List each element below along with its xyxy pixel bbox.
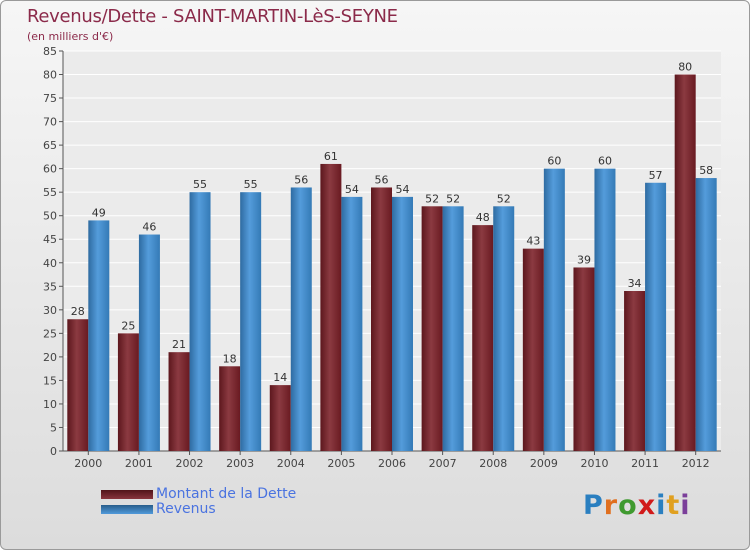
y-tick-label: 75 [43,92,57,105]
data-label-revenus: 52 [446,192,460,205]
data-label-revenus: 52 [497,192,511,205]
data-label-revenus: 55 [244,178,258,191]
data-label-dette: 80 [678,61,692,74]
y-tick-label: 10 [43,398,57,411]
bar-revenus [138,234,160,451]
bar-dette [674,74,696,451]
data-label-revenus: 54 [345,183,359,196]
bar-revenus [240,192,262,452]
data-label-dette: 25 [121,319,135,332]
data-label-dette: 34 [628,277,642,290]
data-label-dette: 18 [223,352,237,365]
x-tick-label: 2007 [429,457,457,470]
x-tick-label: 2011 [631,457,659,470]
data-label-revenus: 60 [547,155,561,168]
y-tick-label: 35 [43,280,57,293]
x-tick-label: 2009 [530,457,558,470]
y-tick-label: 15 [43,374,57,387]
bar-revenus [493,206,515,451]
bar-dette [269,385,291,451]
y-tick-label: 20 [43,351,57,364]
bar-revenus [442,206,464,451]
y-tick-label: 30 [43,304,57,317]
data-label-revenus: 56 [294,173,308,186]
bar-revenus [290,187,312,451]
data-label-dette: 28 [71,305,85,318]
data-label-dette: 14 [273,371,287,384]
proxiti-logo: Proxiti [583,490,691,521]
legend-label-revenus: Revenus [156,501,216,517]
data-label-revenus: 46 [142,221,156,234]
y-tick-label: 65 [43,139,57,152]
bar-revenus [189,192,211,452]
x-tick-label: 2004 [277,457,305,470]
x-tick-label: 2012 [682,457,710,470]
bar-dette [117,333,139,451]
bar-dette [522,248,544,451]
y-tick-label: 25 [43,327,57,340]
x-tick-label: 2010 [580,457,608,470]
data-label-revenus: 55 [193,178,207,191]
y-tick-label: 80 [43,69,57,82]
data-label-dette: 39 [577,253,591,266]
bar-dette [219,366,241,451]
x-tick-label: 2001 [125,457,153,470]
legend-swatch-dette [101,490,153,499]
bar-dette [371,187,392,451]
bar-revenus [543,168,565,451]
y-tick-label: 85 [43,45,57,58]
x-tick-label: 2002 [176,457,204,470]
y-tick-label: 70 [43,116,57,129]
chart-title: Revenus/Dette - SAINT-MARTIN-LèS-SEYNE [27,6,398,27]
data-label-revenus: 58 [699,164,713,177]
bar-dette [168,352,190,451]
data-label-dette: 52 [425,192,439,205]
y-tick-label: 50 [43,210,57,223]
y-tick-label: 55 [43,186,57,199]
bar-revenus [695,178,717,451]
data-label-dette: 21 [172,338,186,351]
data-label-dette: 61 [324,150,338,163]
data-label-revenus: 54 [396,183,410,196]
data-label-dette: 43 [526,235,540,248]
bar-dette [421,206,443,451]
bar-dette [320,163,342,452]
legend-label-dette: Montant de la Dette [156,486,297,502]
x-tick-label: 2000 [74,457,102,470]
bar-dette [67,319,89,451]
y-tick-label: 60 [43,163,57,176]
y-tick-label: 0 [50,445,57,458]
bar-revenus [645,182,667,451]
data-label-revenus: 60 [598,155,612,168]
bar-dette [573,267,595,451]
legend-swatch-revenus [101,505,153,514]
bar-dette [624,291,646,451]
x-tick-label: 2006 [378,457,406,470]
bar-revenus [594,168,616,451]
y-tick-label: 40 [43,257,57,270]
bar-dette [472,225,494,451]
x-tick-label: 2003 [226,457,254,470]
data-label-dette: 56 [375,173,389,186]
chart-subtitle: (en milliers d'€) [27,30,114,43]
data-label-revenus: 57 [649,169,663,182]
x-tick-label: 2005 [327,457,355,470]
x-tick-label: 2008 [479,457,507,470]
bar-revenus [341,196,363,451]
bar-revenus [88,220,110,451]
y-tick-label: 5 [50,421,57,434]
bar-revenus [392,196,413,451]
data-label-dette: 48 [476,211,490,224]
data-label-revenus: 49 [92,206,106,219]
y-tick-label: 45 [43,233,57,246]
